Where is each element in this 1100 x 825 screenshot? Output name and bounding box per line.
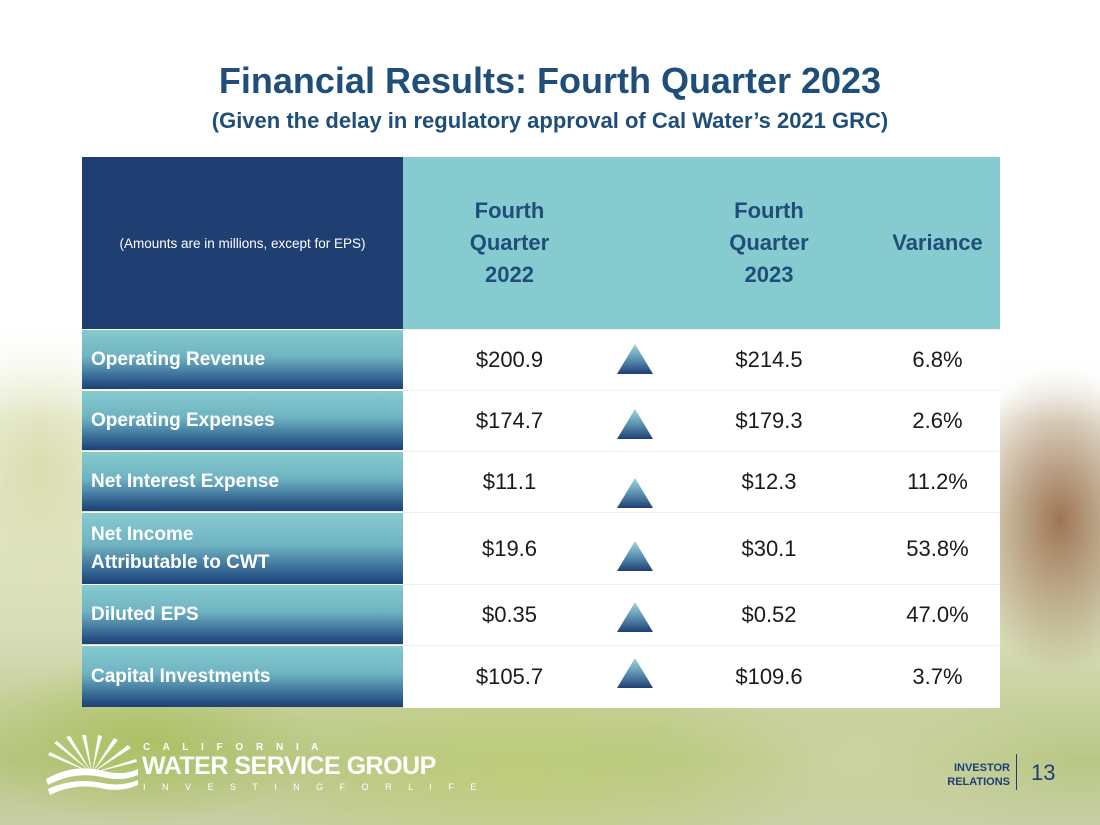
row-label: Net Interest Expense [82,451,403,511]
value-q4-2022: $105.7 [475,664,544,689]
value-q4-2023: $214.5 [735,347,803,372]
row-label: Net Income Attributable to CWT [82,512,403,584]
value-variance: 53.8% [906,536,969,561]
value-q4-2023: $30.1 [741,536,797,561]
row-label-line: Net Income [91,523,194,545]
investor-relations-line: RELATIONS [947,776,1010,788]
triangle-up-icon [617,541,653,571]
table-row: Operating Expenses $174.7 $179.3 2.6% [82,390,1000,451]
column-header-q4-2023: Fourth Quarter 2023 [663,157,875,329]
column-header-line: Fourth [474,198,545,223]
value-q4-2022: $19.6 [481,536,538,561]
row-values: $105.7 $109.6 3.7% [403,645,1000,708]
value-q4-2023: $0.52 [741,602,797,627]
value-variance: 47.0% [906,602,969,627]
slide-subtitle: (Given the delay in regulatory approval … [211,108,889,133]
investor-relations-line: INVESTOR [953,762,1010,774]
value-q4-2022: $200.9 [475,347,544,372]
value-variance: 11.2% [907,469,968,494]
table-row: Net Interest Expense $11.1 $12.3 11.2% [82,451,1000,512]
column-header-q4-2022: Fourth Quarter 2022 [403,157,616,329]
logo-california: C A L I F O R N I A [143,742,324,753]
row-label: Capital Investments [82,645,403,707]
column-header-line: Fourth [734,198,804,223]
value-q4-2023: $12.3 [741,469,797,494]
value-variance: 3.7% [912,664,963,689]
value-q4-2022: $174.7 [475,408,544,433]
table-row: Net Income Attributable to CWT $19.6 $30… [82,512,1000,585]
column-header-line: Quarter [469,230,550,255]
value-variance: 6.8% [912,347,963,372]
value-q4-2022: $11.1 [482,469,537,494]
triangle-up-icon [617,409,653,439]
row-label: Diluted EPS [82,584,403,644]
row-label-line: Attributable to CWT [91,551,270,573]
triangle-up-icon [617,344,653,374]
page-number: 13 [1031,760,1056,785]
triangle-up-icon [617,658,653,688]
value-q4-2023: $109.6 [735,664,803,689]
table-row: Operating Revenue $200.9 $214.5 6.8% [82,329,1000,390]
row-values: $0.35 $0.52 47.0% [403,584,1000,645]
table-row: Capital Investments $105.7 $109.6 3.7% [82,645,1000,708]
sunrise-wave-logo-icon [46,735,138,795]
column-header-line: Quarter [729,230,809,255]
logo-tagline: I N V E S T I N G F O R L I F E [143,782,484,792]
column-header-line: 2022 [485,262,534,287]
financial-results-table: (Amounts are in millions, except for EPS… [82,157,1000,708]
footer-divider [1016,754,1017,790]
row-values: $200.9 $214.5 6.8% [403,329,1000,390]
investor-relations-label: INVESTOR RELATIONS [944,761,1010,789]
logo-company-name: WATER SERVICE GROUP [142,752,436,780]
triangle-up-icon [617,478,653,508]
triangle-up-icon [617,602,653,632]
table-header: Fourth Quarter 2022 Fourth Quarter 2023 … [403,157,1000,329]
amounts-note: (Amounts are in millions, except for EPS… [82,157,403,329]
row-label: Operating Revenue [82,329,403,389]
row-values: $11.1 $12.3 11.2% [403,451,1000,512]
row-values: $19.6 $30.1 53.8% [403,512,1000,585]
slide-title: Financial Results: Fourth Quarter 2023 [218,60,882,101]
table-row: Diluted EPS $0.35 $0.52 47.0% [82,584,1000,645]
value-variance: 2.6% [912,408,963,433]
row-values: $174.7 $179.3 2.6% [403,390,1000,451]
row-label: Operating Expenses [82,390,403,450]
column-header-line: 2023 [744,262,794,287]
value-q4-2023: $179.3 [735,408,803,433]
value-q4-2022: $0.35 [481,602,538,627]
column-header-variance: Variance [892,230,983,255]
